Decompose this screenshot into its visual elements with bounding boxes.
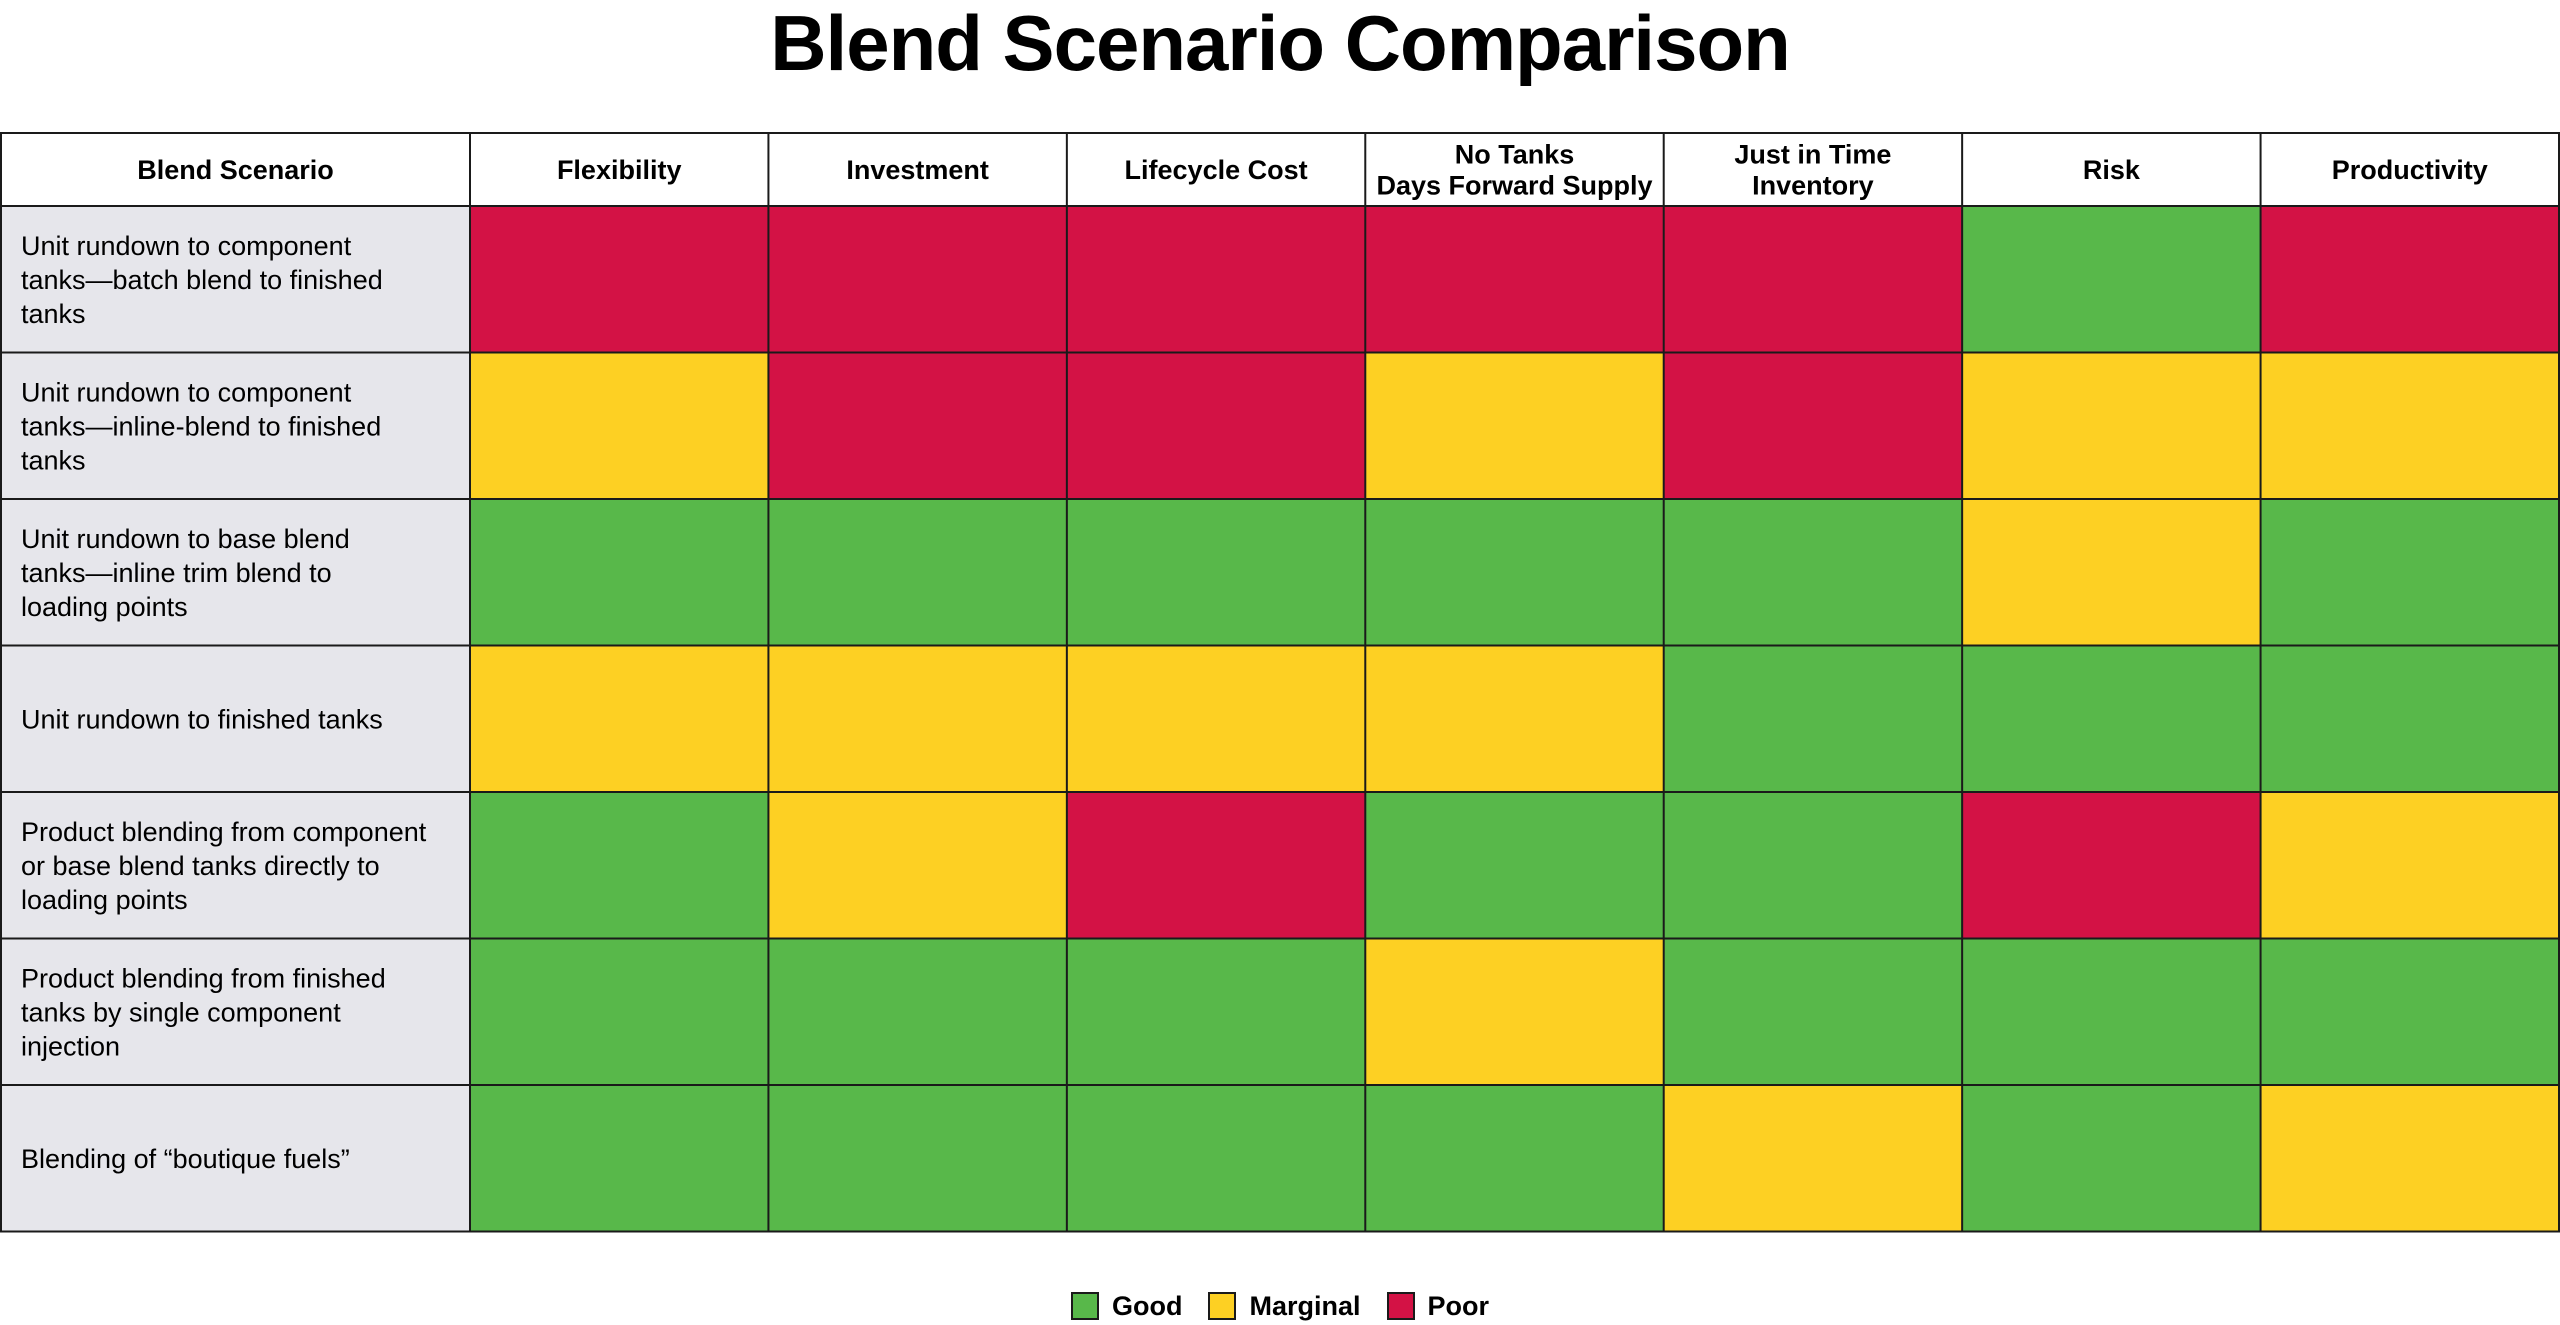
column-header-investment: Investment [846, 155, 989, 185]
rating-cell-marginal [2260, 1085, 2559, 1232]
rating-cell-poor [470, 206, 769, 353]
rating-cell-poor [768, 206, 1067, 353]
legend-swatch-marginal [1208, 1292, 1237, 1320]
rating-cell-marginal [2260, 352, 2559, 499]
row-label-cell [1, 792, 470, 939]
row-label-1: Unit rundown to component tanks—batch ble… [21, 231, 383, 329]
rating-cell-marginal [470, 645, 769, 792]
chart-title: Blend Scenario Comparison [770, 0, 1791, 87]
rating-cell-good [768, 938, 1067, 1085]
rating-cell-poor [1365, 206, 1664, 353]
rating-cell-good [768, 499, 1067, 646]
rating-cell-good [1066, 1085, 1366, 1232]
rating-cell-marginal [2260, 792, 2559, 939]
rating-cell-marginal [1962, 499, 2261, 646]
legend-swatch-good [1070, 1292, 1099, 1320]
row-label-2: Unit rundown to component tanks—inline-bl… [21, 377, 381, 475]
rating-cell-good [470, 1085, 769, 1232]
rating-cell-good [1962, 206, 2261, 353]
grid-lines [0, 132, 2560, 1233]
rating-cell-good [1066, 938, 1366, 1085]
rating-cell-poor [1663, 206, 1963, 353]
legend: Good Marginal Poor [0, 1287, 2560, 1325]
rating-cell-poor [1066, 792, 1366, 939]
column-header-flexibility: Flexibility [557, 155, 682, 185]
rating-cell-marginal [1066, 645, 1366, 792]
row-label-cell [1, 938, 470, 1085]
row-label-3: Unit rundown to base blend tanks—inline t… [21, 524, 350, 622]
rating-cell-good [768, 1085, 1067, 1232]
column-header-no-tanks-days-forward-supply: No Tanks Days Forward Supply [1376, 140, 1652, 201]
rating-cell-poor [768, 352, 1067, 499]
legend-item-poor: Poor [1386, 1290, 1490, 1322]
rating-cell-poor [1962, 792, 2261, 939]
rating-cell-marginal [1365, 352, 1664, 499]
rating-cell-poor [2260, 206, 2559, 353]
rating-cell-marginal [768, 645, 1067, 792]
rating-cell-poor [1663, 352, 1963, 499]
rating-cell-poor [1066, 206, 1366, 353]
rating-cell-good [2260, 938, 2559, 1085]
rating-cell-good [1663, 645, 1963, 792]
column-header-just-in-time-inventory: Just in Time Inventory [1734, 140, 1891, 201]
rating-cell-good [470, 938, 769, 1085]
rating-cell-good [2260, 645, 2559, 792]
rating-cell-good [1066, 499, 1366, 646]
legend-label-poor: Poor [1427, 1290, 1490, 1321]
legend-item-good: Good [1070, 1290, 1183, 1322]
row-label-cell [1, 1085, 470, 1232]
rating-cell-poor [1066, 352, 1366, 499]
column-header-productivity: Productivity [2332, 155, 2488, 185]
column-header-risk: Risk [2083, 155, 2141, 185]
row-label-4: Unit rundown to finished tanks [21, 704, 383, 734]
rating-cell-marginal [470, 352, 769, 499]
row-label-cell [1, 645, 470, 792]
rating-cell-good [1962, 645, 2261, 792]
legend-label-good: Good [1111, 1290, 1183, 1321]
rating-cell-good [1365, 499, 1664, 646]
rating-cell-good [470, 499, 769, 646]
rating-cell-marginal [1663, 1085, 1963, 1232]
legend-label-marginal: Marginal [1249, 1290, 1361, 1321]
row-label-7: Blending of “boutique fuels” [21, 1144, 350, 1174]
rating-cell-good [1962, 1085, 2261, 1232]
row-label-cell [1, 352, 470, 499]
rating-cell-marginal [1365, 645, 1664, 792]
rating-matrix: Blend Scenario Flexibility Investment Lifec… [0, 132, 2560, 1233]
row-label-cell [1, 499, 470, 646]
rating-cell-good [1663, 499, 1963, 646]
rating-cell-good [2260, 499, 2559, 646]
legend-item-marginal: Marginal [1208, 1290, 1361, 1322]
column-header-lifecycle-cost: Lifecycle Cost [1125, 155, 1308, 185]
rating-cell-good [1663, 938, 1963, 1085]
rating-cell-good [1962, 938, 2261, 1085]
row-header-label: Blend Scenario [137, 155, 334, 185]
legend-swatch-poor [1386, 1292, 1415, 1320]
rating-cell-good [1663, 792, 1963, 939]
rating-cell-good [470, 792, 769, 939]
row-label-cell [1, 206, 470, 353]
rating-cell-good [1365, 1085, 1664, 1232]
header-row-background [1, 133, 2559, 206]
rating-cell-marginal [768, 792, 1067, 939]
rating-cell-good [1365, 792, 1664, 939]
rating-cell-marginal [1962, 352, 2261, 499]
rating-cell-marginal [1365, 938, 1664, 1085]
row-label-5: Product blending from component or base b… [21, 817, 427, 915]
row-label-6: Product blending from finished tanks by s… [21, 963, 386, 1061]
